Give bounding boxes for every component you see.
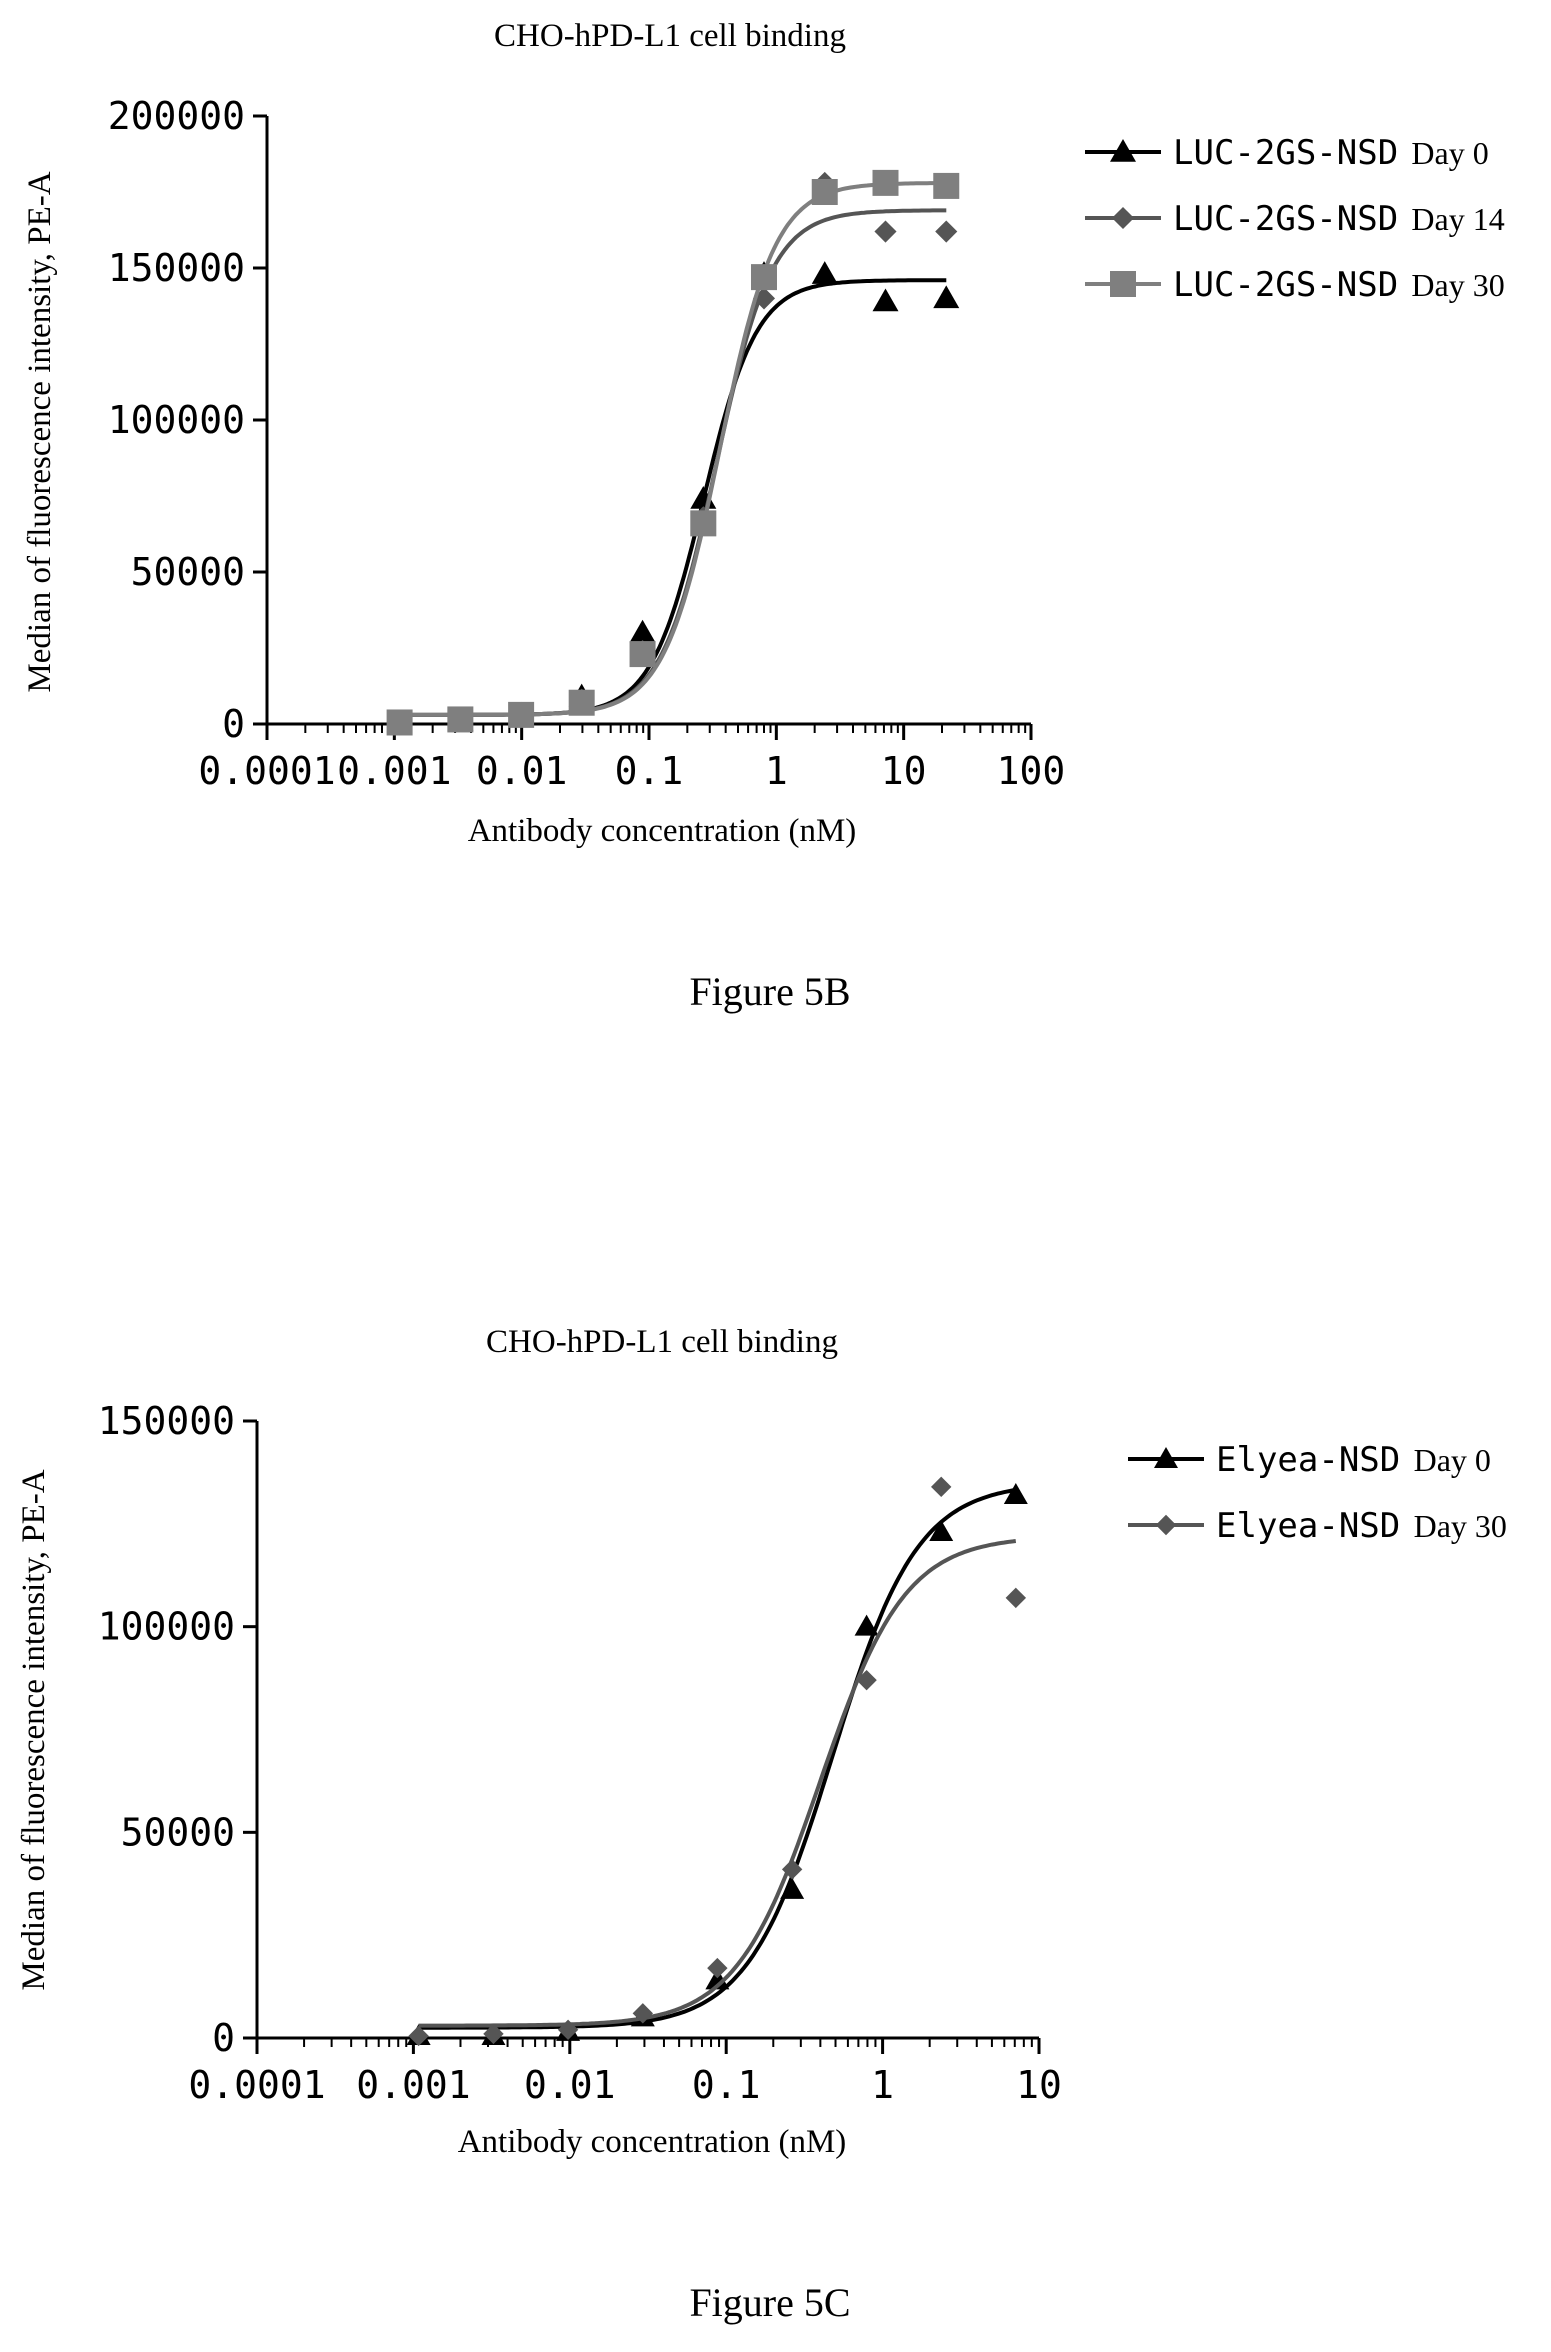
legend-0-marker: [1154, 1447, 1178, 1468]
legend-0-label: Day 0: [1411, 135, 1488, 171]
series-0-point: [929, 1520, 954, 1542]
series-0-point: [1003, 1483, 1028, 1505]
legend-2-label: Day 30: [1411, 267, 1504, 303]
y-tick-label: 100000: [98, 1605, 235, 1649]
series-2-point: [690, 510, 717, 537]
x-tick-label: 1: [765, 749, 788, 793]
chart-5c-x-axis: 0.0001 0.001 0.01 0.1 1 10: [188, 2036, 1062, 2107]
series-1-fit-curve: [399, 208, 947, 717]
y-tick-label: 150000: [108, 246, 245, 290]
series-2-point: [447, 706, 474, 733]
series-2-point: [568, 689, 595, 716]
chart-5b-plot-area: [386, 169, 960, 736]
chart-5c-legend: Elyea-NSD Day 0 Elyea-NSD Day 30: [1128, 1440, 1507, 1546]
x-tick-label: 0.1: [615, 749, 684, 793]
x-tick-label: 0.01: [476, 749, 568, 793]
series-1-point: [1005, 1587, 1027, 1609]
chart-5b-xlabel: Antibody concentration (nM): [468, 813, 857, 849]
x-tick-label: 0.0001: [188, 2063, 325, 2107]
legend-1-marker: [1155, 1514, 1177, 1536]
series-1-point: [557, 2019, 579, 2040]
y-tick-label: 0: [212, 2016, 235, 2060]
series-2-fit-curve: [399, 181, 947, 717]
series-1-point: [856, 1669, 877, 1691]
series-1-point: [632, 2003, 654, 2024]
series-1-point: [781, 1859, 803, 1880]
x-tick-label: 10: [881, 749, 927, 793]
legend-1-name: Elyea-NSD: [1216, 1506, 1400, 1546]
x-tick-label: 100: [997, 749, 1066, 793]
y-tick-label: 50000: [121, 1810, 235, 1854]
legend-1-marker: [1111, 206, 1135, 230]
x-tick-label: 10: [1016, 2063, 1062, 2107]
series-0-point: [705, 1968, 730, 1990]
series-2-point: [811, 179, 838, 205]
series-0-fit-curve: [399, 278, 947, 717]
series-2-point: [629, 641, 656, 668]
series-1-point: [408, 2025, 429, 2047]
series-2-point: [872, 169, 899, 196]
y-tick-label: 150000: [98, 1399, 235, 1443]
x-tick-label: 0.01: [524, 2063, 616, 2107]
series-0-point: [629, 619, 656, 643]
x-tick-label: 0.001: [356, 2063, 470, 2107]
series-0-point: [811, 261, 838, 284]
series-2-point: [933, 172, 960, 199]
series-1-point: [935, 220, 958, 243]
chart-5c: CHO-hPD-L1 cell binding Median of fluore…: [16, 1324, 1507, 2325]
legend-2-marker: [1110, 271, 1136, 297]
series-0-point: [872, 288, 899, 312]
legend-1-label: Day 30: [1414, 1508, 1507, 1544]
chart-5c-y-axis: 0 50000 100000 150000: [98, 1399, 259, 2060]
x-tick-label: 0.001: [337, 749, 451, 793]
chart-5b-ylabel: Median of fluorescence intensity, PE-A: [22, 171, 58, 692]
legend-0-name: Elyea-NSD: [1216, 1440, 1400, 1480]
chart-5c-title: CHO-hPD-L1 cell binding: [486, 1324, 838, 1360]
series-2-point: [386, 709, 413, 736]
chart-5b: CHO-hPD-L1 cell binding Median of fluore…: [22, 18, 1505, 1014]
chart-5b-y-axis: 0 50000 100000 150000 200000: [108, 94, 269, 746]
x-tick-label: 0.0001: [198, 749, 335, 793]
chart-5b-title: CHO-hPD-L1 cell binding: [494, 18, 846, 54]
series-1-fit-curve: [418, 1539, 1017, 2028]
legend-1-label: Day 14: [1411, 201, 1504, 237]
legend-2-name: LUC-2GS-NSD: [1173, 265, 1398, 305]
series-1-point: [931, 1476, 952, 1498]
series-0-point: [780, 1877, 805, 1899]
series-1-point: [483, 2023, 504, 2045]
series-2-point: [750, 264, 777, 291]
series-0-fit-curve: [418, 1487, 1017, 2030]
series-1-point: [874, 220, 897, 243]
legend-1-name: LUC-2GS-NSD: [1173, 199, 1398, 239]
chart-5b-x-axis: 0.0001 0.001 0.01 0.1 1 10 100: [198, 722, 1066, 793]
x-tick-label: 1: [871, 2063, 894, 2107]
chart-5b-legend: LUC-2GS-NSD Day 0 LUC-2GS-NSD Day 14 LUC-2GS…: [1085, 133, 1505, 305]
chart-5c-plot-area: [406, 1476, 1028, 2047]
y-tick-label: 100000: [108, 398, 245, 442]
y-tick-label: 200000: [108, 94, 245, 138]
legend-0-label: Day 0: [1414, 1442, 1491, 1478]
chart-5b-caption: Figure 5B: [689, 969, 850, 1014]
y-tick-label: 0: [222, 702, 245, 746]
chart-5c-ylabel: Median of fluorescence intensity, PE-A: [16, 1469, 52, 1990]
series-0-point: [933, 285, 960, 309]
legend-0-name: LUC-2GS-NSD: [1173, 133, 1398, 173]
series-2-point: [508, 701, 535, 728]
y-tick-label: 50000: [131, 550, 245, 594]
series-1-point: [707, 1957, 728, 1979]
legend-0-marker: [1110, 139, 1136, 162]
x-tick-label: 0.1: [692, 2063, 761, 2107]
series-0-point: [854, 1614, 879, 1636]
chart-5c-caption: Figure 5C: [689, 2280, 850, 2325]
chart-5c-xlabel: Antibody concentration (nM): [458, 2124, 847, 2160]
